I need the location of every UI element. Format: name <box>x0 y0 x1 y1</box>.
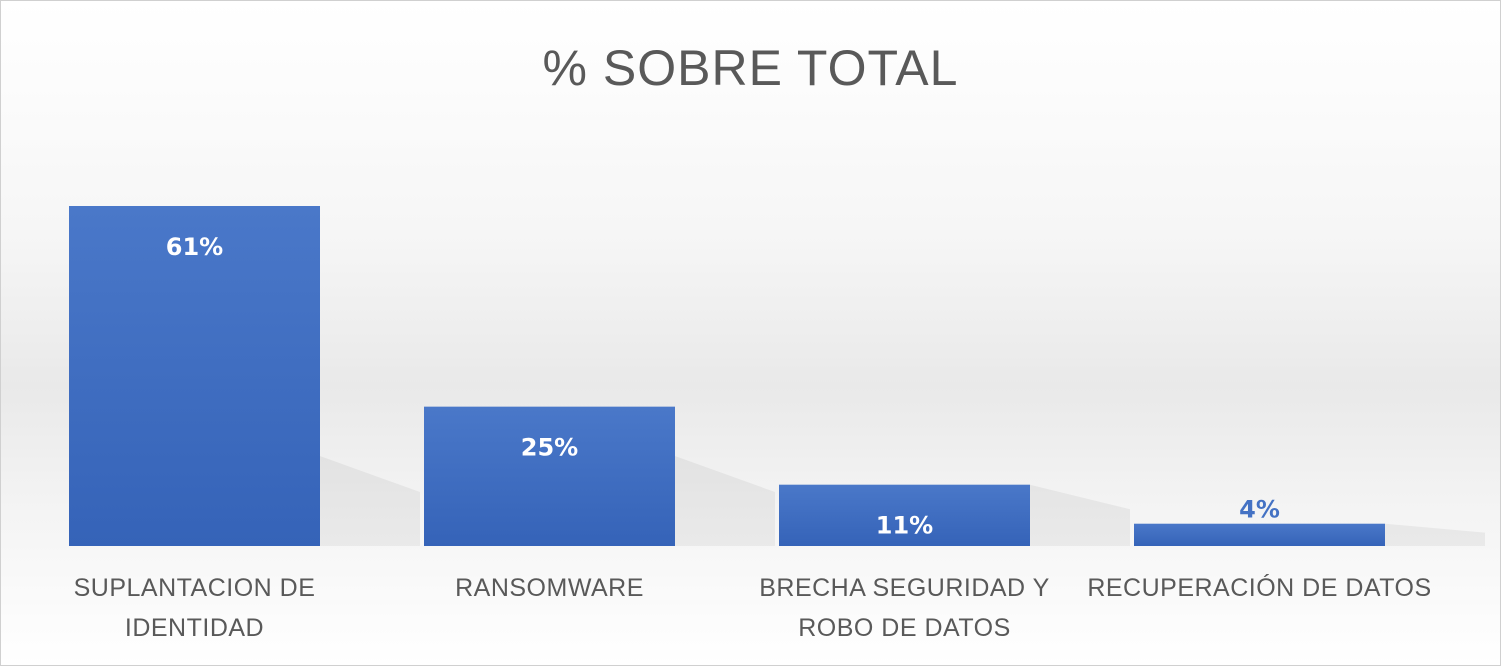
bar <box>1134 523 1385 546</box>
bar <box>779 484 1030 546</box>
category-label: BRECHA SEGURIDAD Y <box>759 574 1050 602</box>
bar <box>424 406 675 546</box>
category-label: RECUPERACIÓN DE DATOS <box>1087 573 1431 602</box>
category-label: RANSOMWARE <box>455 574 644 602</box>
bar-shadow <box>320 456 420 546</box>
data-label: 11% <box>876 512 933 540</box>
category-label: ROBO DE DATOS <box>798 614 1011 642</box>
bar-shadow <box>1030 484 1130 546</box>
category-label: IDENTIDAD <box>125 614 264 642</box>
bar-shadow <box>675 456 775 546</box>
data-label: 61% <box>166 233 223 261</box>
bar <box>69 206 320 546</box>
data-label: 25% <box>521 434 578 462</box>
data-label: 4% <box>1239 496 1280 524</box>
chart-title: % SOBRE TOTAL <box>542 40 959 96</box>
bar-shadow <box>1385 523 1485 546</box>
category-label: SUPLANTACION DE <box>74 574 316 602</box>
